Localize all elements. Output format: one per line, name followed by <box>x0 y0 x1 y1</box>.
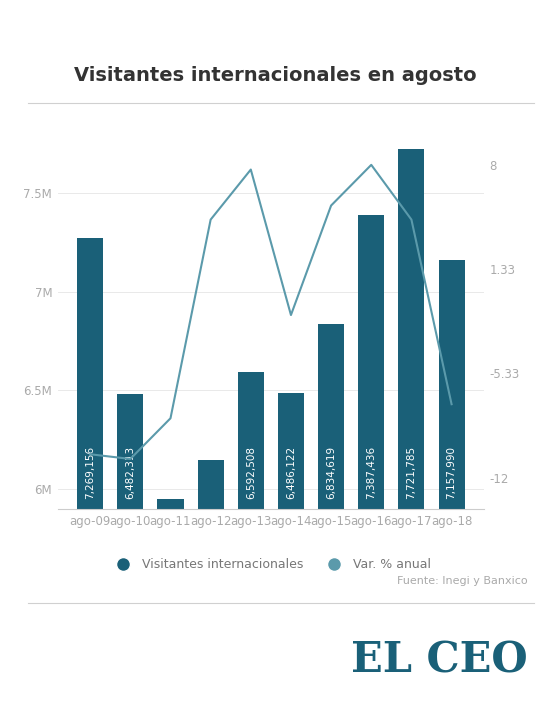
Bar <box>197 460 224 722</box>
Bar <box>318 324 344 722</box>
Text: 6,834,619: 6,834,619 <box>326 446 336 499</box>
Text: 6,592,508: 6,592,508 <box>246 446 256 499</box>
Text: 6,482,313: 6,482,313 <box>125 446 135 499</box>
Bar <box>238 372 264 722</box>
Bar <box>157 499 184 722</box>
Text: 7,721,785: 7,721,785 <box>406 446 416 499</box>
Bar <box>77 238 103 722</box>
Bar <box>117 394 144 722</box>
Bar <box>438 261 465 722</box>
Text: 7,157,990: 7,157,990 <box>447 446 456 499</box>
Text: Visitantes internacionales en agosto: Visitantes internacionales en agosto <box>74 66 476 85</box>
Text: 6,486,122: 6,486,122 <box>286 446 296 499</box>
Bar <box>358 215 384 722</box>
Bar <box>278 393 304 722</box>
Text: 7,269,156: 7,269,156 <box>85 446 95 499</box>
Text: 7,387,436: 7,387,436 <box>366 446 376 499</box>
Legend: Visitantes internacionales, Var. % anual: Visitantes internacionales, Var. % anual <box>106 553 436 576</box>
Text: Fuente: Inegi y Banxico: Fuente: Inegi y Banxico <box>397 576 528 586</box>
Bar <box>398 149 425 722</box>
Text: EL CEO: EL CEO <box>351 640 528 682</box>
